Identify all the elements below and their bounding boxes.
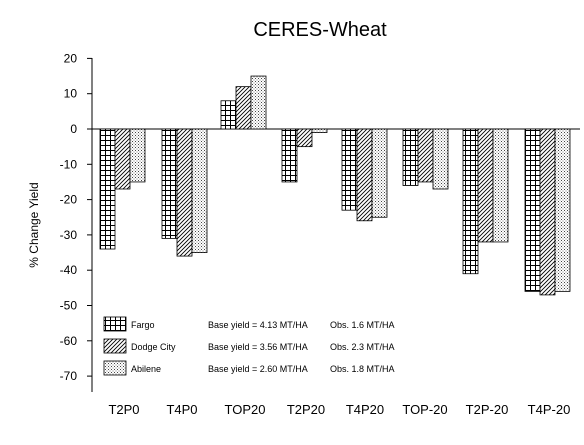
bar-fargo-top-20 (402, 128, 419, 186)
bar-dodge-city-t2p-20 (477, 128, 494, 243)
bar-abilene-t4p-20 (554, 128, 571, 292)
bar-abilene-top-20 (432, 128, 449, 190)
category-label: T2P20 (287, 402, 325, 417)
bar-dodge-city-t4p-20 (539, 128, 556, 296)
legend: Fargo Base yield = 4.13 MT/HA Obs. 1.6 MT/… (103, 316, 395, 376)
bars (99, 75, 571, 296)
y-tick-label: -60 (60, 334, 78, 348)
category-label: TOP20 (225, 402, 266, 417)
bar-fargo-t2p20 (281, 128, 298, 183)
y-tick-label: -30 (60, 228, 78, 242)
bar-dodge-city-t2p20 (296, 128, 313, 148)
bar-fargo-t4p0 (161, 128, 178, 239)
y-ticks: 20 10 0 -10 -20 -30 -40 -50 -60 -70 (60, 51, 92, 383)
legend-observed-yield: Obs. 1.6 MT/HA (330, 320, 395, 330)
y-tick-label: -50 (60, 299, 78, 313)
y-tick-label: 20 (64, 51, 78, 65)
legend-swatch (103, 316, 127, 332)
legend-observed-yield: Obs. 2.3 MT/HA (330, 342, 395, 352)
legend-base-yield: Base yield = 2.60 MT/HA (208, 364, 308, 374)
category-label: TOP-20 (402, 402, 447, 417)
bar-fargo-top20 (220, 100, 237, 130)
legend-series-name: Dodge City (131, 342, 176, 352)
bar-fargo-t4p20 (341, 128, 358, 211)
category-labels: T2P0 T4P0 TOP20 T2P20 T4P20 TOP-20 T2P-20 T4P-2… (108, 402, 570, 417)
y-tick-label: 0 (70, 122, 77, 136)
bar-fargo-t4p-20 (524, 128, 541, 292)
legend-base-yield: Base yield = 3.56 MT/HA (208, 342, 308, 352)
bar-abilene-t2p0 (129, 128, 146, 183)
legend-swatch (103, 360, 127, 376)
y-tick-label: -70 (60, 369, 78, 383)
category-label: T4P0 (166, 402, 197, 417)
bar-abilene-t2p20 (311, 128, 328, 133)
y-tick-label: -10 (60, 157, 78, 171)
legend-base-yield: Base yield = 4.13 MT/HA (208, 320, 308, 330)
bar-dodge-city-t4p0 (176, 128, 193, 257)
bar-abilene-top20 (250, 75, 267, 130)
bar-fargo-t2p0 (99, 128, 116, 250)
legend-series-name: Fargo (131, 320, 155, 330)
bar-abilene-t4p20 (371, 128, 388, 218)
y-tick-label: -20 (60, 193, 78, 207)
y-tick-label: 10 (64, 87, 78, 101)
bar-dodge-city-top20 (235, 86, 252, 130)
bar-dodge-city-t4p20 (356, 128, 373, 222)
category-label: T4P20 (346, 402, 384, 417)
bar-fargo-t2p-20 (462, 128, 479, 275)
category-label: T2P0 (108, 402, 139, 417)
category-label: T4P-20 (528, 402, 571, 417)
chart-title: CERES-Wheat (253, 19, 387, 41)
y-axis-label: % Change Yield (27, 182, 41, 267)
legend-swatch (103, 338, 127, 354)
bar-dodge-city-t2p0 (114, 128, 131, 190)
legend-observed-yield: Obs. 1.8 MT/HA (330, 364, 395, 374)
y-tick-label: -40 (60, 263, 78, 277)
bar-abilene-t2p-20 (492, 128, 509, 243)
category-label: T2P-20 (466, 402, 509, 417)
bar-abilene-t4p0 (191, 128, 208, 253)
bar-dodge-city-top-20 (417, 128, 434, 183)
legend-series-name: Abilene (131, 364, 161, 374)
